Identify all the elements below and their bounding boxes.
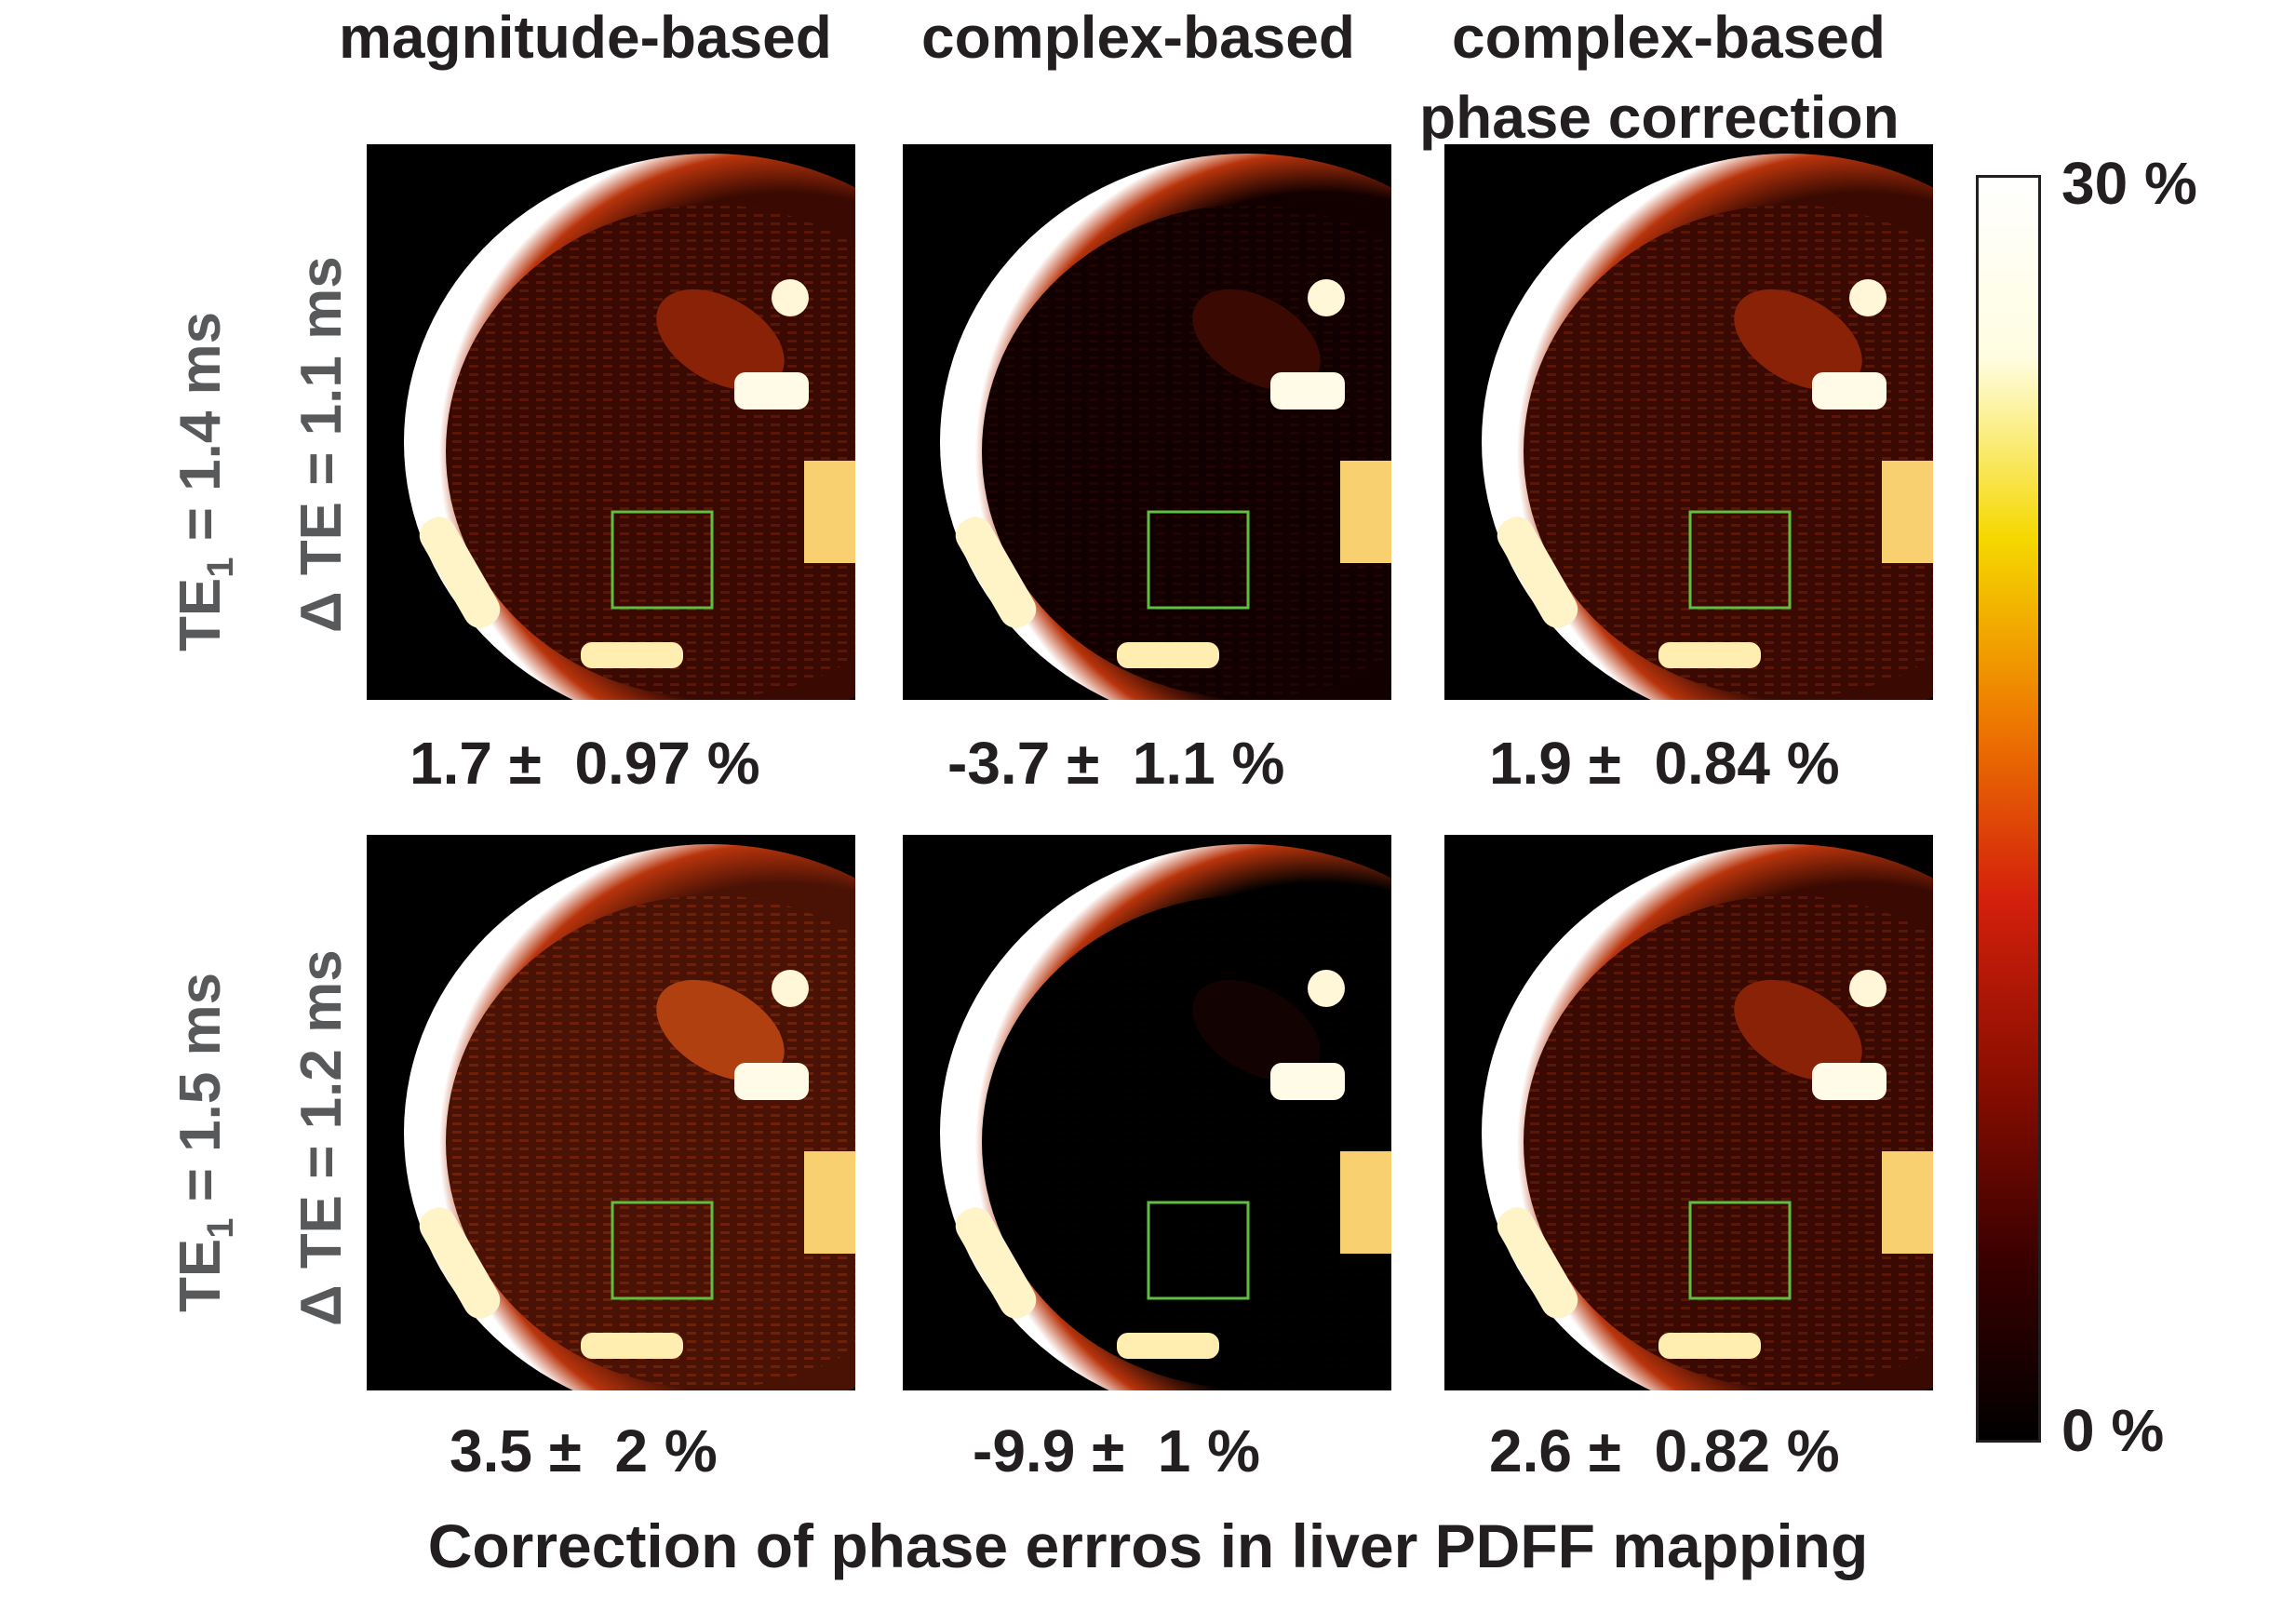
row-label-te1-row1: TE1 = 1.4 ms (168, 312, 241, 651)
liver-map-image (1482, 844, 1933, 1390)
panel-r1-c2 (903, 144, 1391, 700)
row-label-dte-row2: Δ TE = 1.2 ms (289, 949, 354, 1326)
colorbar-min-label: 0 % (2061, 1397, 2165, 1464)
te1-sub: 1 (200, 1217, 241, 1239)
stat-r1-c3: 1.9 ± 0.84 % (1489, 730, 1840, 797)
stat-r1-c2: -3.7 ± 1.1 % (947, 730, 1285, 797)
figure-caption: Correction of phase errros in liver PDFF… (427, 1511, 1869, 1580)
column-title-complex-phase: complex-based (1452, 4, 1886, 71)
stat-r2-c1: 3.5 ± 2 % (450, 1417, 718, 1484)
stat-r2-c2: -9.9 ± 1 % (973, 1417, 1261, 1484)
stat-r1-c1: 1.7 ± 0.97 % (410, 730, 760, 797)
te1-suffix: = 1.5 ms (168, 972, 233, 1218)
liver-map-image (940, 154, 1391, 700)
panel-r2-c2 (903, 835, 1391, 1390)
colorbar-max-label: 30 % (2061, 150, 2197, 217)
te1-prefix: TE (168, 577, 233, 651)
liver-map-image (404, 154, 855, 700)
column-subtitle-phase-correction: phase correction (1419, 84, 1900, 151)
column-title-magnitude: magnitude-based (339, 4, 832, 71)
liver-map-image (940, 844, 1391, 1390)
panel-r2-c3 (1444, 835, 1933, 1390)
column-title-complex: complex-based (921, 4, 1355, 71)
colorbar (1976, 175, 2041, 1443)
panel-r1-c3 (1444, 144, 1933, 700)
liver-map-image (1482, 154, 1933, 700)
panel-r2-c1 (367, 835, 855, 1390)
liver-map-image (404, 844, 855, 1390)
row-label-dte-row1: Δ TE = 1.1 ms (289, 256, 354, 633)
stat-r2-c3: 2.6 ± 0.82 % (1489, 1417, 1840, 1484)
te1-sub: 1 (200, 557, 241, 578)
te1-suffix: = 1.4 ms (168, 311, 233, 557)
te1-prefix: TE (168, 1238, 233, 1312)
row-label-te1-row2: TE1 = 1.5 ms (168, 973, 241, 1312)
panel-r1-c1 (367, 144, 855, 700)
